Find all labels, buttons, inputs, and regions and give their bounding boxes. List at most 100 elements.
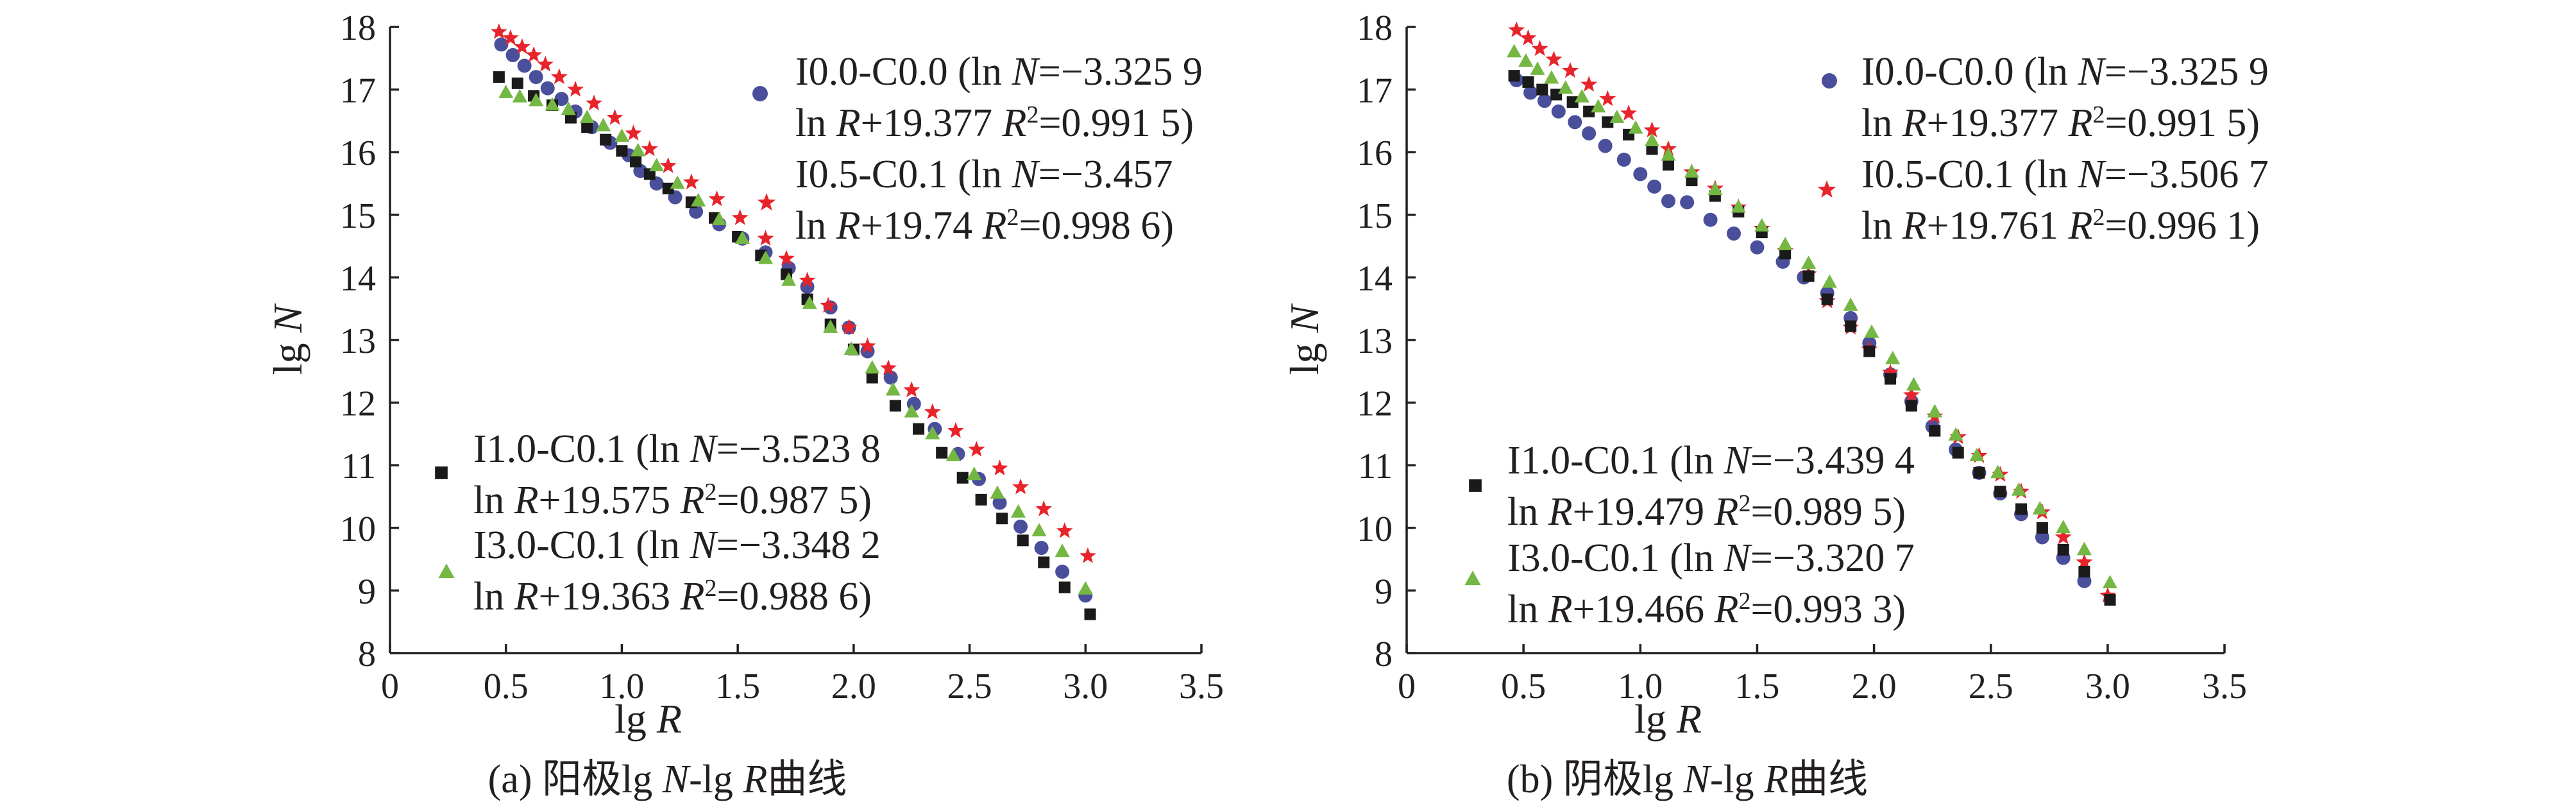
y-tick-label: 17 <box>1357 71 1393 111</box>
data-point <box>1055 543 1070 558</box>
data-point <box>1545 51 1563 67</box>
data-point <box>968 441 985 457</box>
data-point <box>924 403 941 420</box>
data-point <box>913 423 925 435</box>
legend-marker <box>757 193 776 210</box>
x-axis-title: lg R <box>614 696 682 742</box>
data-point <box>1647 179 1662 194</box>
data-point <box>1802 270 1815 282</box>
data-point <box>1609 109 1625 123</box>
legend-marker <box>1817 180 1836 198</box>
data-point <box>2056 520 2071 534</box>
legend-label-line1: I0.5-C0.1 (ln N=−3.457 <box>795 153 1173 196</box>
x-tick-label: 2.0 <box>831 667 876 706</box>
data-point <box>1507 44 1522 58</box>
x-tick-label: 3.5 <box>2202 667 2247 706</box>
data-point <box>1084 608 1096 620</box>
data-point <box>494 37 509 52</box>
legend-label-line1: I0.0-C0.0 (ln N=−3.325 9 <box>1861 50 2269 94</box>
data-point <box>1661 147 1676 161</box>
x-tick-label: 0.5 <box>484 667 529 706</box>
x-tick-label: 2.5 <box>947 667 992 706</box>
data-point <box>641 140 658 157</box>
legend-entry: I0.5-C0.1 (ln N=−3.457 ln R+19.74 R2=0.99… <box>757 153 1174 248</box>
data-point <box>1906 377 1922 391</box>
data-point <box>1927 404 1942 418</box>
series-I1.0-C0.1 <box>1508 70 2116 606</box>
legend-marker <box>438 563 455 579</box>
data-point <box>1661 194 1675 209</box>
data-point <box>525 46 543 62</box>
data-point <box>2032 500 2047 515</box>
data-point <box>925 425 940 439</box>
data-point <box>865 360 880 374</box>
data-point <box>885 382 901 396</box>
panel-caption: (a) 阳极lg N-lg R曲线 <box>488 758 847 801</box>
y-tick-label: 8 <box>1375 634 1393 674</box>
data-point <box>936 447 948 459</box>
data-point <box>502 29 519 46</box>
data-point <box>1990 464 2006 479</box>
data-point <box>2076 541 2092 556</box>
legend-marker <box>1464 570 1481 586</box>
data-point <box>996 513 1008 525</box>
data-point <box>567 81 584 97</box>
data-point <box>1583 105 1595 117</box>
data-point <box>1929 425 1941 437</box>
legend-label-line2: ln R+19.466 R2=0.993 3) <box>1507 588 1906 631</box>
data-point <box>1078 581 1093 595</box>
legend-label-line1: I1.0-C0.1 (ln N=−3.439 4 <box>1507 439 1915 482</box>
data-point <box>505 47 520 62</box>
data-point <box>1902 386 1920 402</box>
data-point <box>1754 217 1770 232</box>
data-point <box>1550 89 1563 101</box>
data-point <box>614 128 629 142</box>
data-point <box>2076 553 2093 570</box>
x-tick-label: 1.5 <box>1734 667 1779 706</box>
data-point <box>1056 522 1073 538</box>
data-point <box>1821 293 1833 305</box>
data-point <box>1994 486 2006 498</box>
data-point <box>840 318 858 335</box>
data-point <box>1845 320 1857 332</box>
legend-entry: I3.0-C0.1 (ln N=−3.348 2 ln R+19.363 R2=0… <box>438 524 881 618</box>
data-point <box>630 155 642 167</box>
x-tick-label: 2.0 <box>1852 667 1897 706</box>
y-tick-label: 17 <box>340 71 376 111</box>
legend-entry: I1.0-C0.1 (ln N=−3.523 8 ln R+19.575 R2=0… <box>435 427 881 522</box>
data-point <box>1531 40 1548 56</box>
legend-entry: I0.0-C0.0 (ln N=−3.325 9 ln R+19.377 R2=0… <box>1822 50 2269 145</box>
x-tick-label: 0 <box>1398 667 1416 706</box>
legend-label-line1: I3.0-C0.1 (ln N=−3.348 2 <box>473 524 881 567</box>
data-point <box>903 381 920 398</box>
data-point <box>2104 594 2116 606</box>
data-point <box>606 108 623 125</box>
data-point <box>659 157 677 173</box>
series-I3.0-C0.1 <box>1507 44 2118 589</box>
data-point <box>1973 466 1985 479</box>
series-I0.5-C0.1 <box>490 23 1096 563</box>
legend-entry: I0.0-C0.0 (ln N=−3.325 9 ln R+19.377 R2=0… <box>752 50 1203 145</box>
data-point <box>631 142 646 157</box>
legend-marker <box>1469 479 1482 492</box>
data-point <box>1523 85 1538 100</box>
panel-b: 0 0.5 1.0 1.5 2.0 2.5 3.0 3.5 8 9 10 11 12 13 14 15 16 17… <box>1282 8 2269 801</box>
data-point <box>1952 447 1964 459</box>
y-axis-title: lg N <box>265 303 310 375</box>
y-tick-label: 16 <box>1357 133 1393 173</box>
data-point <box>757 230 774 246</box>
data-point <box>1864 324 1879 338</box>
data-point <box>947 422 964 438</box>
data-point <box>711 212 727 225</box>
data-point <box>708 190 725 207</box>
data-point <box>967 466 982 481</box>
data-point <box>802 295 817 309</box>
data-point <box>1508 70 1520 82</box>
data-point <box>1034 541 1049 556</box>
data-point <box>529 70 543 85</box>
data-point <box>1731 199 1746 213</box>
data-point <box>1882 364 1899 380</box>
data-point <box>990 485 1005 499</box>
y-tick-label: 10 <box>340 509 376 549</box>
x-tick-label: 3.0 <box>2085 667 2130 706</box>
